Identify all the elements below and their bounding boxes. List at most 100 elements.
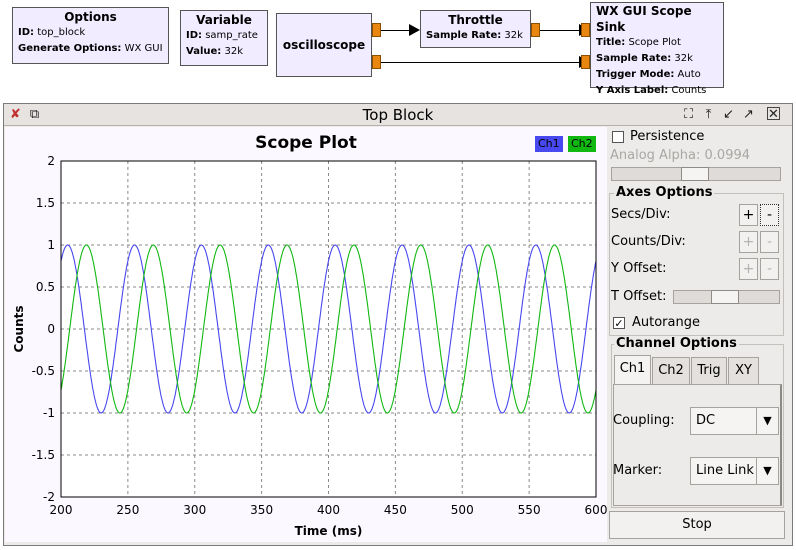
y-offset-plus-button[interactable]: +: [739, 258, 758, 280]
scope-sink-block-title: WX GUI Scope Sink: [596, 4, 692, 34]
x-tick-label: 300: [183, 503, 206, 517]
window-menu-icon[interactable]: ⧉: [29, 107, 40, 122]
series-line-ch2: [60, 244, 597, 414]
keep-above-icon[interactable]: ⤒: [705, 107, 712, 122]
maximize-icon[interactable]: ↗: [743, 107, 754, 122]
x-tick-label: 200: [50, 503, 73, 517]
channel-options-title: Channel Options: [614, 336, 739, 351]
variable-block-title: Variable: [196, 13, 252, 27]
marker-label: Marker:: [613, 463, 663, 478]
analog-alpha-label: Analog Alpha: 0.0994: [610, 148, 751, 163]
x-tick-label: 500: [451, 503, 474, 517]
channel-tab-page: [613, 384, 782, 506]
app-icon[interactable]: ✘: [10, 107, 21, 122]
marker-value: Line Link: [696, 463, 754, 478]
scope-sink-in-port-0[interactable]: [581, 23, 590, 37]
oscilloscope-out-port-1[interactable]: [372, 55, 381, 69]
options-gen-label: Generate Options:: [18, 43, 122, 54]
autorange-label: Autorange: [632, 315, 700, 330]
counts-div-minus-button[interactable]: -: [760, 231, 779, 253]
chevron-down-icon[interactable]: ▼: [756, 458, 778, 484]
tab-trig[interactable]: Trig: [691, 357, 727, 384]
legend-ch2: Ch2: [568, 136, 596, 152]
scope-sink-yaxis-value: Counts: [671, 85, 707, 96]
x-tick-label: 350: [250, 503, 273, 517]
stop-button[interactable]: Stop: [609, 511, 785, 539]
options-block[interactable]: Options ID: top_block Generate Options: …: [12, 7, 169, 64]
y-tick-label: -1.5: [32, 448, 55, 462]
oscilloscope-out-port-0[interactable]: [372, 23, 381, 37]
analog-alpha-slider-knob[interactable]: [681, 167, 709, 181]
close-icon[interactable]: ✕: [767, 107, 780, 122]
y-offset-label: Y Offset:: [611, 261, 667, 276]
minimize-icon[interactable]: ↙: [723, 107, 734, 122]
t-offset-slider-knob[interactable]: [711, 290, 739, 304]
series-line-ch1: [60, 244, 597, 414]
tab-xy[interactable]: XY: [728, 357, 759, 384]
tab-ch2[interactable]: Ch2: [652, 357, 690, 384]
x-axis-label: Time (ms): [295, 524, 363, 538]
y-tick-label: 0.5: [36, 280, 55, 294]
y-axis-label: Counts: [12, 305, 26, 352]
counts-div-label: Counts/Div:: [611, 234, 686, 249]
variable-block[interactable]: Variable ID: samp_rate Value: 32k: [180, 10, 268, 66]
throttle-rate-value: 32k: [504, 30, 523, 41]
scope-sink-title-value: Scope Plot: [628, 37, 681, 48]
throttle-out-port[interactable]: [531, 23, 540, 37]
throttle-block-title: Throttle: [448, 13, 503, 27]
options-id-label: ID:: [18, 27, 35, 38]
secs-div-label: Secs/Div:: [611, 207, 671, 222]
t-offset-label: T Offset:: [611, 289, 667, 304]
options-block-title: Options: [64, 10, 117, 24]
y-offset-minus-button[interactable]: -: [760, 258, 779, 280]
variable-id-value: samp_rate: [205, 30, 258, 41]
scope-sink-trigger-value: Auto: [677, 69, 701, 80]
variable-value-label: Value:: [186, 46, 222, 57]
axes-options-title: Axes Options: [614, 185, 715, 200]
oscilloscope-block-title: oscilloscope: [282, 38, 366, 52]
coupling-value: DC: [696, 413, 716, 428]
scope-sink-rate-value: 32k: [674, 53, 693, 64]
throttle-block[interactable]: Throttle Sample Rate: 32k: [420, 10, 531, 48]
connection-wire: [381, 62, 580, 63]
y-tick-label: -2: [43, 490, 55, 504]
y-tick-label: 2: [47, 154, 55, 168]
coupling-select[interactable]: DC ▼: [690, 407, 779, 435]
y-tick-label: 1.5: [36, 196, 55, 210]
x-tick-label: 250: [116, 503, 139, 517]
x-tick-label: 600: [585, 503, 608, 517]
autorange-checkbox[interactable]: ✓: [613, 317, 625, 330]
scope-sink-title-label: Title:: [596, 37, 626, 48]
persistence-checkbox[interactable]: [612, 131, 624, 143]
secs-div-minus-button[interactable]: -: [760, 204, 779, 226]
marker-select[interactable]: Line Link ▼: [690, 457, 779, 485]
secs-div-plus-button[interactable]: +: [739, 204, 758, 226]
options-gen-value: WX GUI: [124, 43, 163, 54]
scope-sink-in-port-1[interactable]: [581, 55, 590, 69]
legend-ch1: Ch1: [535, 136, 563, 152]
plot-title: Scope Plot: [255, 133, 357, 153]
oscilloscope-block[interactable]: oscilloscope: [276, 13, 372, 77]
x-tick-label: 400: [317, 503, 340, 517]
x-tick-label: 550: [518, 503, 541, 517]
scope-sink-rate-label: Sample Rate:: [596, 53, 672, 64]
tab-ch1[interactable]: Ch1: [614, 355, 651, 384]
persistence-label: Persistence: [630, 129, 705, 144]
counts-div-plus-button[interactable]: +: [739, 231, 758, 253]
chevron-down-icon[interactable]: ▼: [756, 408, 778, 434]
y-tick-label: 0: [47, 322, 55, 336]
coupling-label: Coupling:: [613, 413, 675, 428]
throttle-rate-label: Sample Rate:: [426, 30, 502, 41]
x-tick-label: 450: [384, 503, 407, 517]
fullscreen-icon[interactable]: ⛶: [683, 107, 694, 122]
window-titlebar[interactable]: Top Block ✘ ⧉ ⛶ ⤒ ↙ ↗ ✕: [4, 104, 792, 126]
scope-sink-trigger-label: Trigger Mode:: [596, 69, 675, 80]
scope-sink-block[interactable]: WX GUI Scope Sink Title: Scope Plot Samp…: [590, 2, 724, 96]
plot-frame: [60, 160, 597, 498]
scope-sink-yaxis-label: Y Axis Label:: [596, 85, 669, 96]
connection-wire: [540, 30, 580, 31]
variable-value-value: 32k: [224, 46, 243, 57]
connection-arrow: [409, 24, 420, 36]
y-tick-label: -1: [43, 406, 55, 420]
